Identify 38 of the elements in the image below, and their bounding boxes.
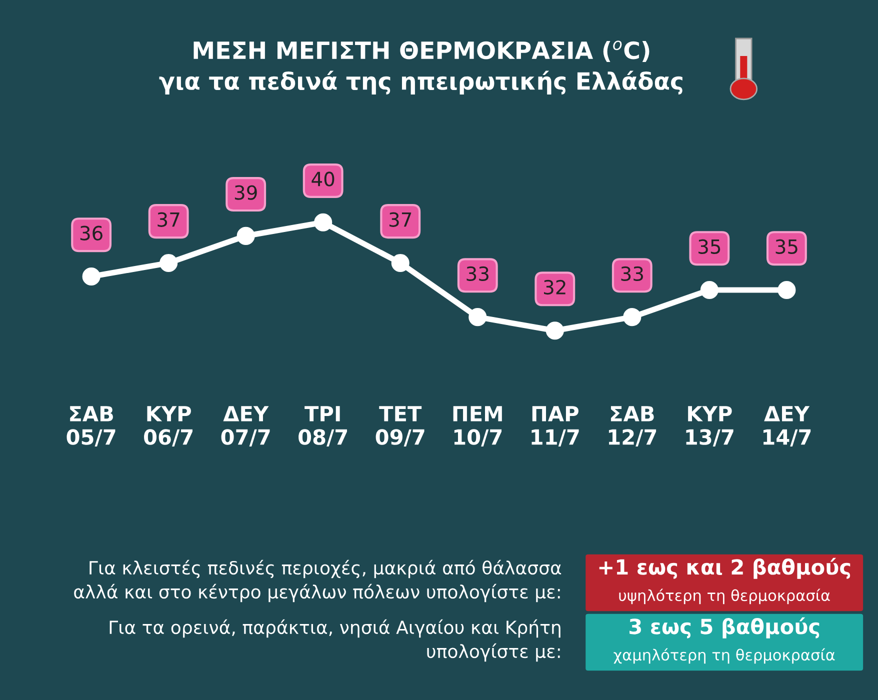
data-label: 39 bbox=[234, 185, 257, 200]
data-label: 32 bbox=[544, 280, 566, 295]
x-tick-label: ΠΑΡ 11/7 bbox=[532, 406, 579, 447]
text: υψηλότερη τη θερμοκρασία bbox=[619, 588, 830, 604]
point bbox=[468, 308, 487, 326]
data-label: 37 bbox=[158, 212, 180, 227]
data-label: 35 bbox=[698, 239, 720, 254]
point bbox=[778, 280, 796, 300]
data-label: 33 bbox=[621, 266, 643, 282]
text: 3 εως 5 βαθμούς bbox=[630, 617, 820, 638]
text: +1 εως και 2 βαθμούς bbox=[599, 558, 850, 579]
x-tick-label: ΚΥΡ 06/7 bbox=[144, 406, 192, 447]
point bbox=[314, 213, 332, 232]
data-label: 37 bbox=[389, 212, 412, 227]
x-tick-label: ΚΥΡ 13/7 bbox=[686, 406, 734, 447]
data-label: 40 bbox=[312, 172, 334, 186]
x-tick-label: ΣΑΒ 12/7 bbox=[608, 406, 656, 447]
chart-subtitle: για τα πεδινά της ηπειρωτικής Ελλάδας bbox=[159, 70, 682, 94]
point bbox=[160, 254, 178, 272]
x-tick-label: ΤΕΤ 09/7 bbox=[376, 406, 424, 447]
point bbox=[236, 226, 255, 245]
data-label: 36 bbox=[80, 226, 102, 240]
x-tick-label: ΣΑΒ 05/7 bbox=[66, 406, 116, 447]
text: Για κλειστές πεδινές περιοχές, μακριά από θάλασσα αλλά και στο κέντρο μεγάλων πόλεων υπολογίστε με: bbox=[74, 560, 562, 602]
chart-title: ΜΕΣΗ ΜΕΓΙΣΤΗ ΘΕΡΜΟΚΡΑΣΙΑ ($^{o}$C) bbox=[194, 40, 650, 62]
x-tick-label: ΔΕΥ 07/7 bbox=[221, 406, 270, 447]
point bbox=[623, 308, 642, 326]
text: Για τα ορεινά, παράκτια, νησιά Αιγαίου και Κρήτη υπολογίστε με: bbox=[110, 619, 560, 662]
point bbox=[391, 254, 410, 272]
point bbox=[700, 280, 718, 300]
text: χαμηλότερη τη θερμοκρασία bbox=[614, 648, 835, 664]
x-tick-label: ΔΕΥ 14/7 bbox=[763, 406, 811, 447]
data-label: 35 bbox=[776, 239, 798, 254]
x-tick-label: ΠΕΜ 10/7 bbox=[453, 406, 502, 447]
data-label: 33 bbox=[466, 266, 488, 282]
x-tick-label: ΤΡΙ 08/7 bbox=[298, 406, 347, 447]
point bbox=[82, 267, 100, 286]
point bbox=[546, 322, 564, 340]
